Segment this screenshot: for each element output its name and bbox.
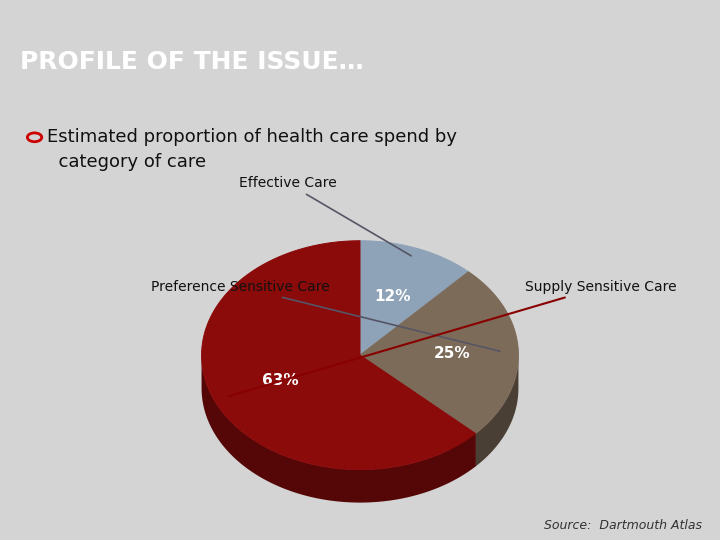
Polygon shape xyxy=(360,272,518,434)
Text: Estimated proportion of health care spend by: Estimated proportion of health care spen… xyxy=(47,129,456,146)
Text: Supply Sensitive Care: Supply Sensitive Care xyxy=(229,280,677,396)
Polygon shape xyxy=(360,241,469,355)
Text: 12%: 12% xyxy=(374,289,410,304)
Polygon shape xyxy=(360,355,475,467)
Text: 25%: 25% xyxy=(433,346,470,361)
Text: Source:  Dartmouth Atlas: Source: Dartmouth Atlas xyxy=(544,519,702,532)
Polygon shape xyxy=(202,241,475,470)
Text: Preference Sensitive Care: Preference Sensitive Care xyxy=(151,280,500,351)
Polygon shape xyxy=(360,355,475,467)
Text: PROFILE OF THE ISSUE…: PROFILE OF THE ISSUE… xyxy=(20,50,364,74)
Text: Effective Care: Effective Care xyxy=(238,176,411,256)
Text: 63%: 63% xyxy=(261,373,298,388)
Polygon shape xyxy=(475,356,518,467)
Text: category of care: category of care xyxy=(47,153,206,171)
Polygon shape xyxy=(202,355,475,503)
